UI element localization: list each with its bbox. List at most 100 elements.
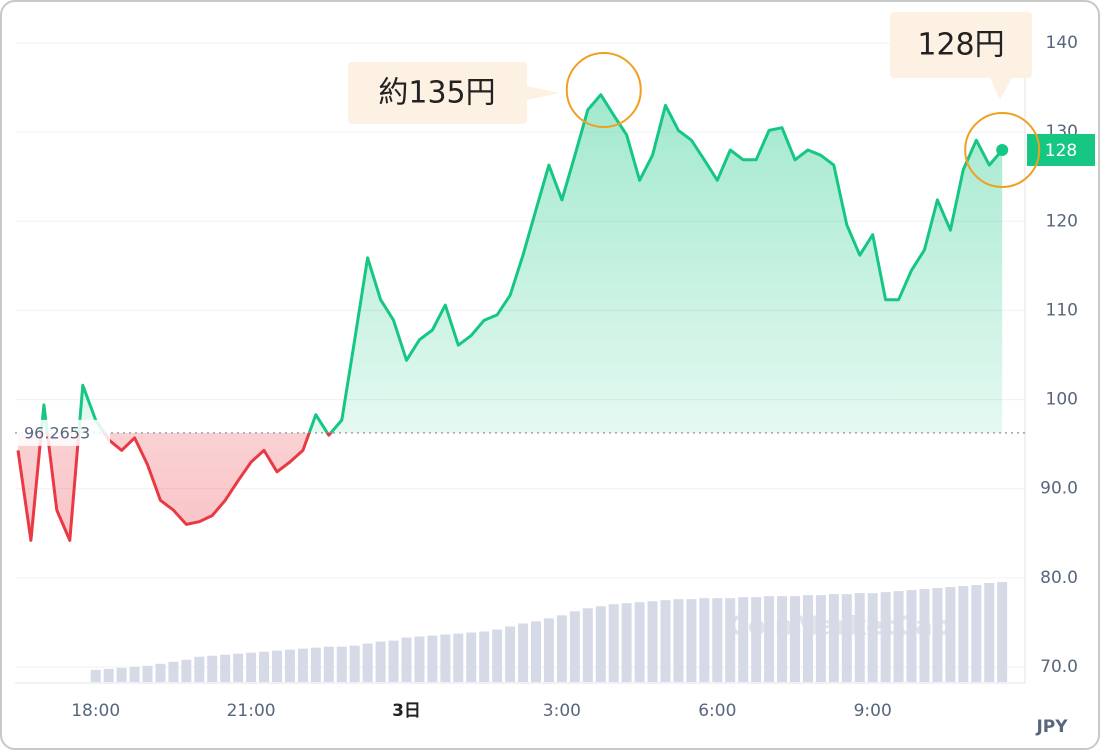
baseline-label: 96.2653 bbox=[24, 423, 90, 442]
end-dot bbox=[996, 143, 1009, 156]
volume-bar bbox=[699, 598, 710, 682]
volume-bar bbox=[440, 634, 451, 682]
volume-bar bbox=[181, 659, 192, 682]
callout-box bbox=[348, 62, 560, 124]
volume-bar bbox=[906, 590, 917, 682]
volume-bar bbox=[841, 594, 852, 682]
y-tick-label: 80.0 bbox=[1040, 568, 1078, 588]
volume-bar bbox=[479, 631, 490, 682]
volume-bar bbox=[777, 596, 788, 682]
highlight-circle bbox=[964, 111, 1041, 188]
volume-bar bbox=[453, 633, 464, 682]
volume-bar bbox=[492, 629, 503, 682]
volume-bar bbox=[531, 621, 541, 682]
volume-bar bbox=[155, 663, 166, 682]
volume-bar bbox=[90, 669, 101, 682]
volume-bar bbox=[595, 606, 606, 682]
volume-bar bbox=[466, 632, 477, 682]
x-tick-label: 9:00 bbox=[854, 701, 892, 721]
volume-bar bbox=[556, 615, 567, 682]
volume-bar bbox=[375, 641, 386, 682]
volume-bar bbox=[932, 588, 943, 682]
volume-bar bbox=[220, 654, 231, 682]
x-tick-label: 3:00 bbox=[543, 701, 581, 721]
volume-bar bbox=[764, 596, 775, 682]
volume-bar bbox=[336, 646, 347, 682]
volume-bar bbox=[945, 587, 956, 682]
volume-bar bbox=[984, 583, 995, 682]
volume-bar bbox=[297, 648, 308, 682]
x-tick-label: 18:00 bbox=[71, 701, 120, 721]
volume-bar bbox=[505, 626, 516, 682]
volume-bar bbox=[802, 595, 813, 682]
volume-bar bbox=[401, 637, 412, 682]
price-tag-label: 128 bbox=[1045, 141, 1077, 161]
volume-bar bbox=[608, 604, 619, 682]
volume-bar bbox=[543, 618, 554, 682]
volume-bar bbox=[362, 643, 373, 682]
volume-bar bbox=[738, 597, 749, 682]
baseline-label-bg bbox=[18, 419, 110, 446]
watermark: CoinMarketCap bbox=[729, 612, 952, 642]
volume-bar bbox=[233, 653, 244, 682]
callout-box bbox=[890, 12, 1032, 100]
volume-bar bbox=[569, 611, 580, 682]
volume-bar bbox=[129, 666, 140, 682]
x-tick-label: 6:00 bbox=[698, 701, 736, 721]
callout-text: 約135円 bbox=[378, 76, 495, 111]
volume-bar bbox=[194, 656, 205, 682]
y-tick-label: 110 bbox=[1046, 300, 1078, 320]
x-tick-label: 3日 bbox=[392, 701, 421, 721]
currency-label: JPY bbox=[1035, 717, 1068, 737]
volume-bar bbox=[958, 586, 969, 682]
price-line-up bbox=[39, 93, 1004, 433]
volume-bar bbox=[142, 665, 153, 682]
volume-bar bbox=[867, 593, 878, 682]
volume-bar bbox=[828, 594, 839, 682]
volume-bar bbox=[893, 591, 904, 682]
volume-bar bbox=[272, 650, 282, 682]
y-tick-label: 100 bbox=[1046, 390, 1078, 410]
y-tick-label: 120 bbox=[1046, 211, 1078, 231]
y-tick-label: 70.0 bbox=[1040, 657, 1078, 677]
volume-bar bbox=[971, 585, 982, 682]
area-down bbox=[18, 432, 1003, 541]
volume-bar bbox=[880, 592, 891, 682]
volume-bar bbox=[634, 602, 645, 682]
y-tick-label: 90.0 bbox=[1040, 479, 1078, 499]
volume-bar bbox=[712, 598, 723, 682]
volume-bar bbox=[673, 599, 684, 682]
volume-bar bbox=[582, 608, 593, 682]
volume-bar bbox=[246, 652, 257, 682]
y-tick-label: 140 bbox=[1046, 33, 1078, 53]
price-line-down bbox=[16, 432, 333, 542]
volume-bar bbox=[168, 661, 179, 682]
volume-bar bbox=[686, 599, 697, 682]
volume-bar bbox=[388, 640, 399, 682]
volume-bar bbox=[919, 589, 930, 682]
volume-bar bbox=[414, 636, 425, 682]
volume-bar bbox=[259, 651, 270, 682]
volume-bar bbox=[284, 649, 295, 682]
volume-bar bbox=[815, 595, 826, 682]
volume-bar bbox=[207, 655, 218, 682]
volume-bar bbox=[518, 623, 529, 682]
volume-bar bbox=[725, 598, 736, 682]
volume-bar bbox=[427, 635, 438, 682]
volume-bar bbox=[751, 597, 762, 682]
volume-bar bbox=[323, 646, 334, 682]
volume-bar bbox=[790, 596, 800, 682]
highlight-circle bbox=[565, 52, 642, 128]
callout-text: 128円 bbox=[917, 28, 1004, 63]
volume-bar bbox=[647, 601, 658, 682]
volume-bar bbox=[103, 668, 114, 682]
volume-bar bbox=[621, 603, 632, 682]
volume-bar bbox=[997, 582, 1008, 682]
volume-bar bbox=[349, 645, 360, 682]
volume-bar bbox=[660, 600, 671, 682]
volume-bar bbox=[854, 593, 865, 682]
volume-bar bbox=[310, 647, 321, 682]
volume-bar bbox=[116, 667, 127, 682]
x-tick-label: 21:00 bbox=[227, 701, 276, 721]
